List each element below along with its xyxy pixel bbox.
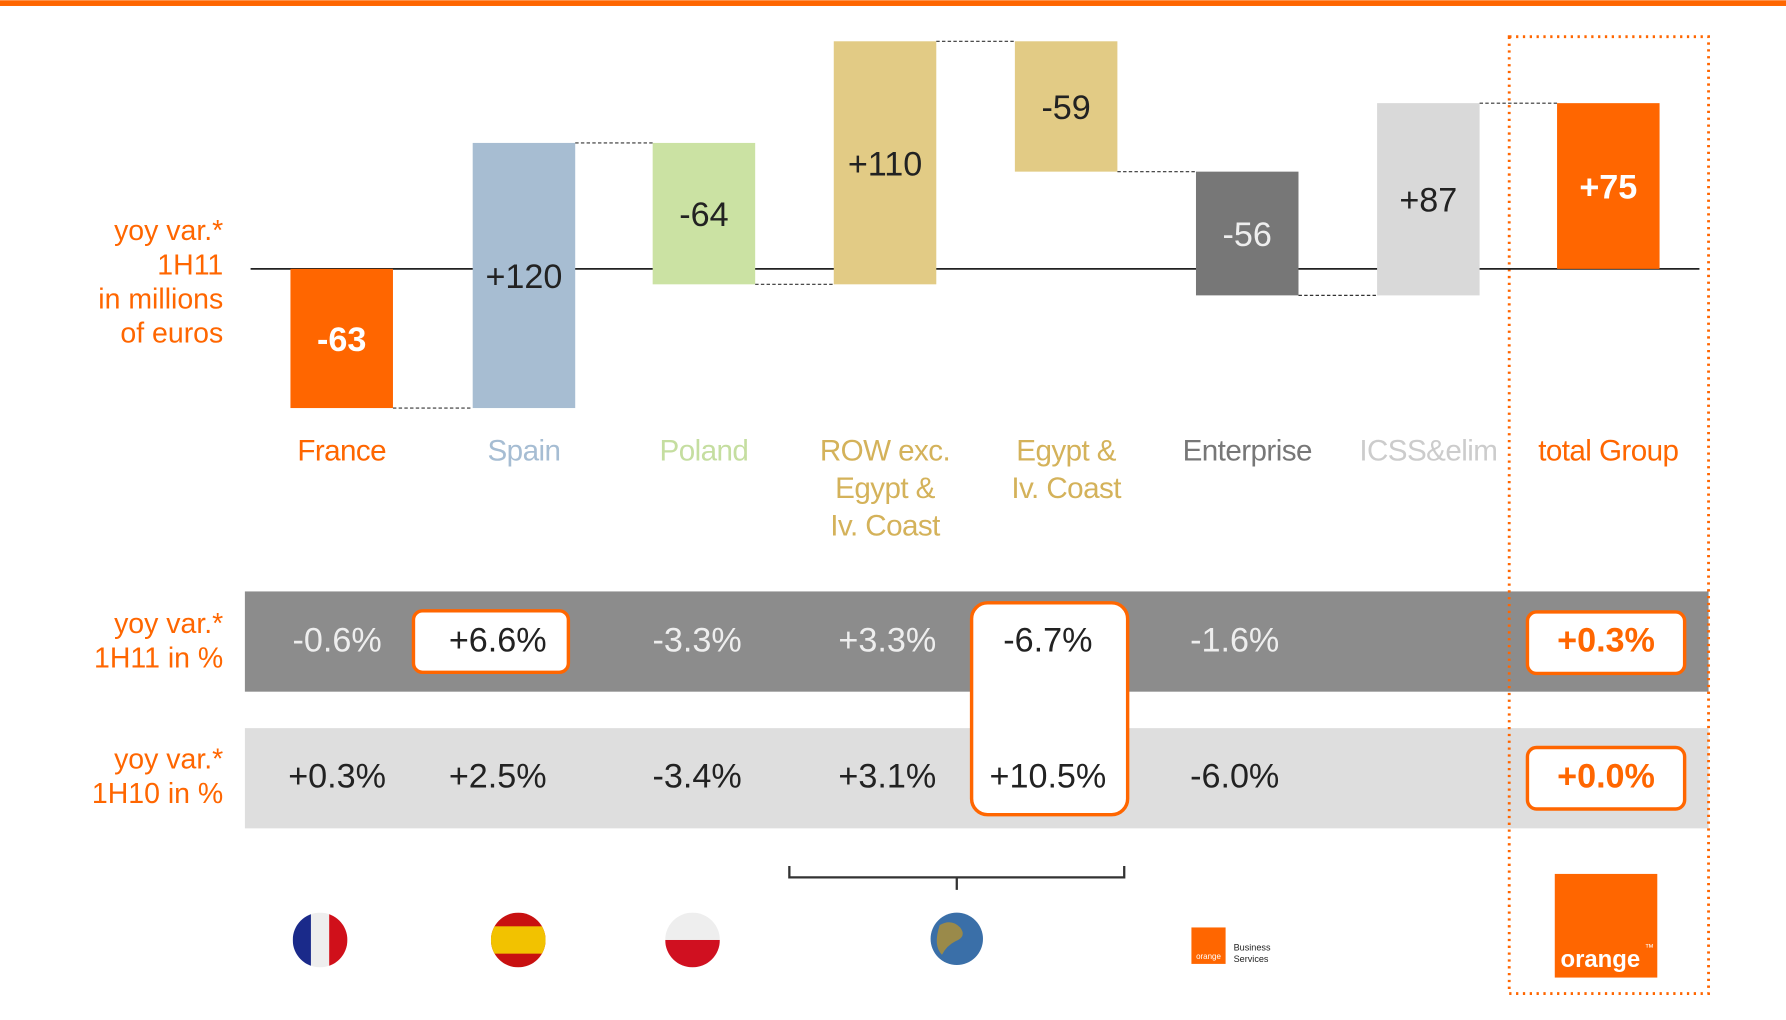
row-label: 1H10 in % [92, 778, 223, 810]
bracket [788, 865, 1126, 890]
orange-logo-text: orange [1560, 946, 1640, 973]
bar [1377, 103, 1480, 296]
table-cell: -3.4% [652, 757, 741, 795]
value-label: +75 [1579, 168, 1637, 206]
row-label: yoy var.* [114, 608, 223, 640]
bar [1195, 171, 1299, 296]
table-cell: +0.0% [1557, 757, 1655, 795]
table-cell: +3.3% [838, 622, 936, 660]
bar [1557, 103, 1660, 269]
value-label: -59 [1041, 89, 1090, 127]
table-cell: +10.5% [990, 757, 1107, 795]
bar [290, 268, 393, 409]
row-label: 1H11 in % [94, 642, 223, 674]
value-label: +120 [485, 258, 562, 296]
value-label: +87 [1399, 182, 1457, 220]
highlight-box [1525, 745, 1687, 811]
business-text: Services [1234, 954, 1269, 964]
table-cell: -6.0% [1190, 757, 1279, 795]
value-label: -64 [679, 196, 728, 234]
category-label: Enterprise [1183, 434, 1312, 467]
bar [1014, 41, 1118, 172]
business-brand: orange [1196, 952, 1221, 961]
axis-label: yoy var.* [114, 215, 223, 247]
bar [652, 142, 756, 285]
table-cell: -6.7% [1003, 622, 1092, 660]
value-label: -56 [1223, 216, 1272, 254]
category-label: total Group [1538, 434, 1678, 467]
value-label: +110 [848, 145, 922, 183]
table-cell: -3.3% [652, 622, 741, 660]
value-label: -63 [317, 321, 366, 359]
bar [833, 41, 937, 285]
trademark: ™ [1645, 942, 1654, 952]
business-logo [1191, 927, 1226, 964]
table-cell: +2.5% [449, 757, 547, 795]
axis-label: 1H11 [157, 249, 223, 281]
category-label: Egypt & Iv. Coast [1011, 434, 1122, 505]
axis-label: of euros [120, 318, 223, 350]
highlight-box [969, 601, 1130, 817]
business-text: Business [1234, 942, 1271, 952]
table-cell: +0.3% [1557, 622, 1655, 660]
table-cell: -1.6% [1190, 622, 1279, 660]
table-cell: +3.1% [838, 757, 936, 795]
table-cell: -0.6% [293, 622, 382, 660]
table-cell: +0.3% [288, 757, 386, 795]
orange-logo [1554, 873, 1658, 978]
table-cell: +6.6% [449, 622, 547, 660]
category-label: Poland [660, 434, 749, 467]
category-label: ROW exc. Egypt & Iv. Coast [820, 434, 950, 542]
top-bar [0, 0, 1786, 6]
row-label: yoy var.* [114, 744, 223, 776]
category-label: Spain [488, 434, 561, 467]
highlight-box [1525, 610, 1687, 676]
axis-label: in millions [98, 284, 223, 316]
category-label: ICSS&elim [1359, 434, 1497, 467]
flags [292, 912, 983, 968]
bar [472, 142, 576, 409]
category-label: France [297, 434, 386, 467]
highlight-box [411, 609, 571, 675]
